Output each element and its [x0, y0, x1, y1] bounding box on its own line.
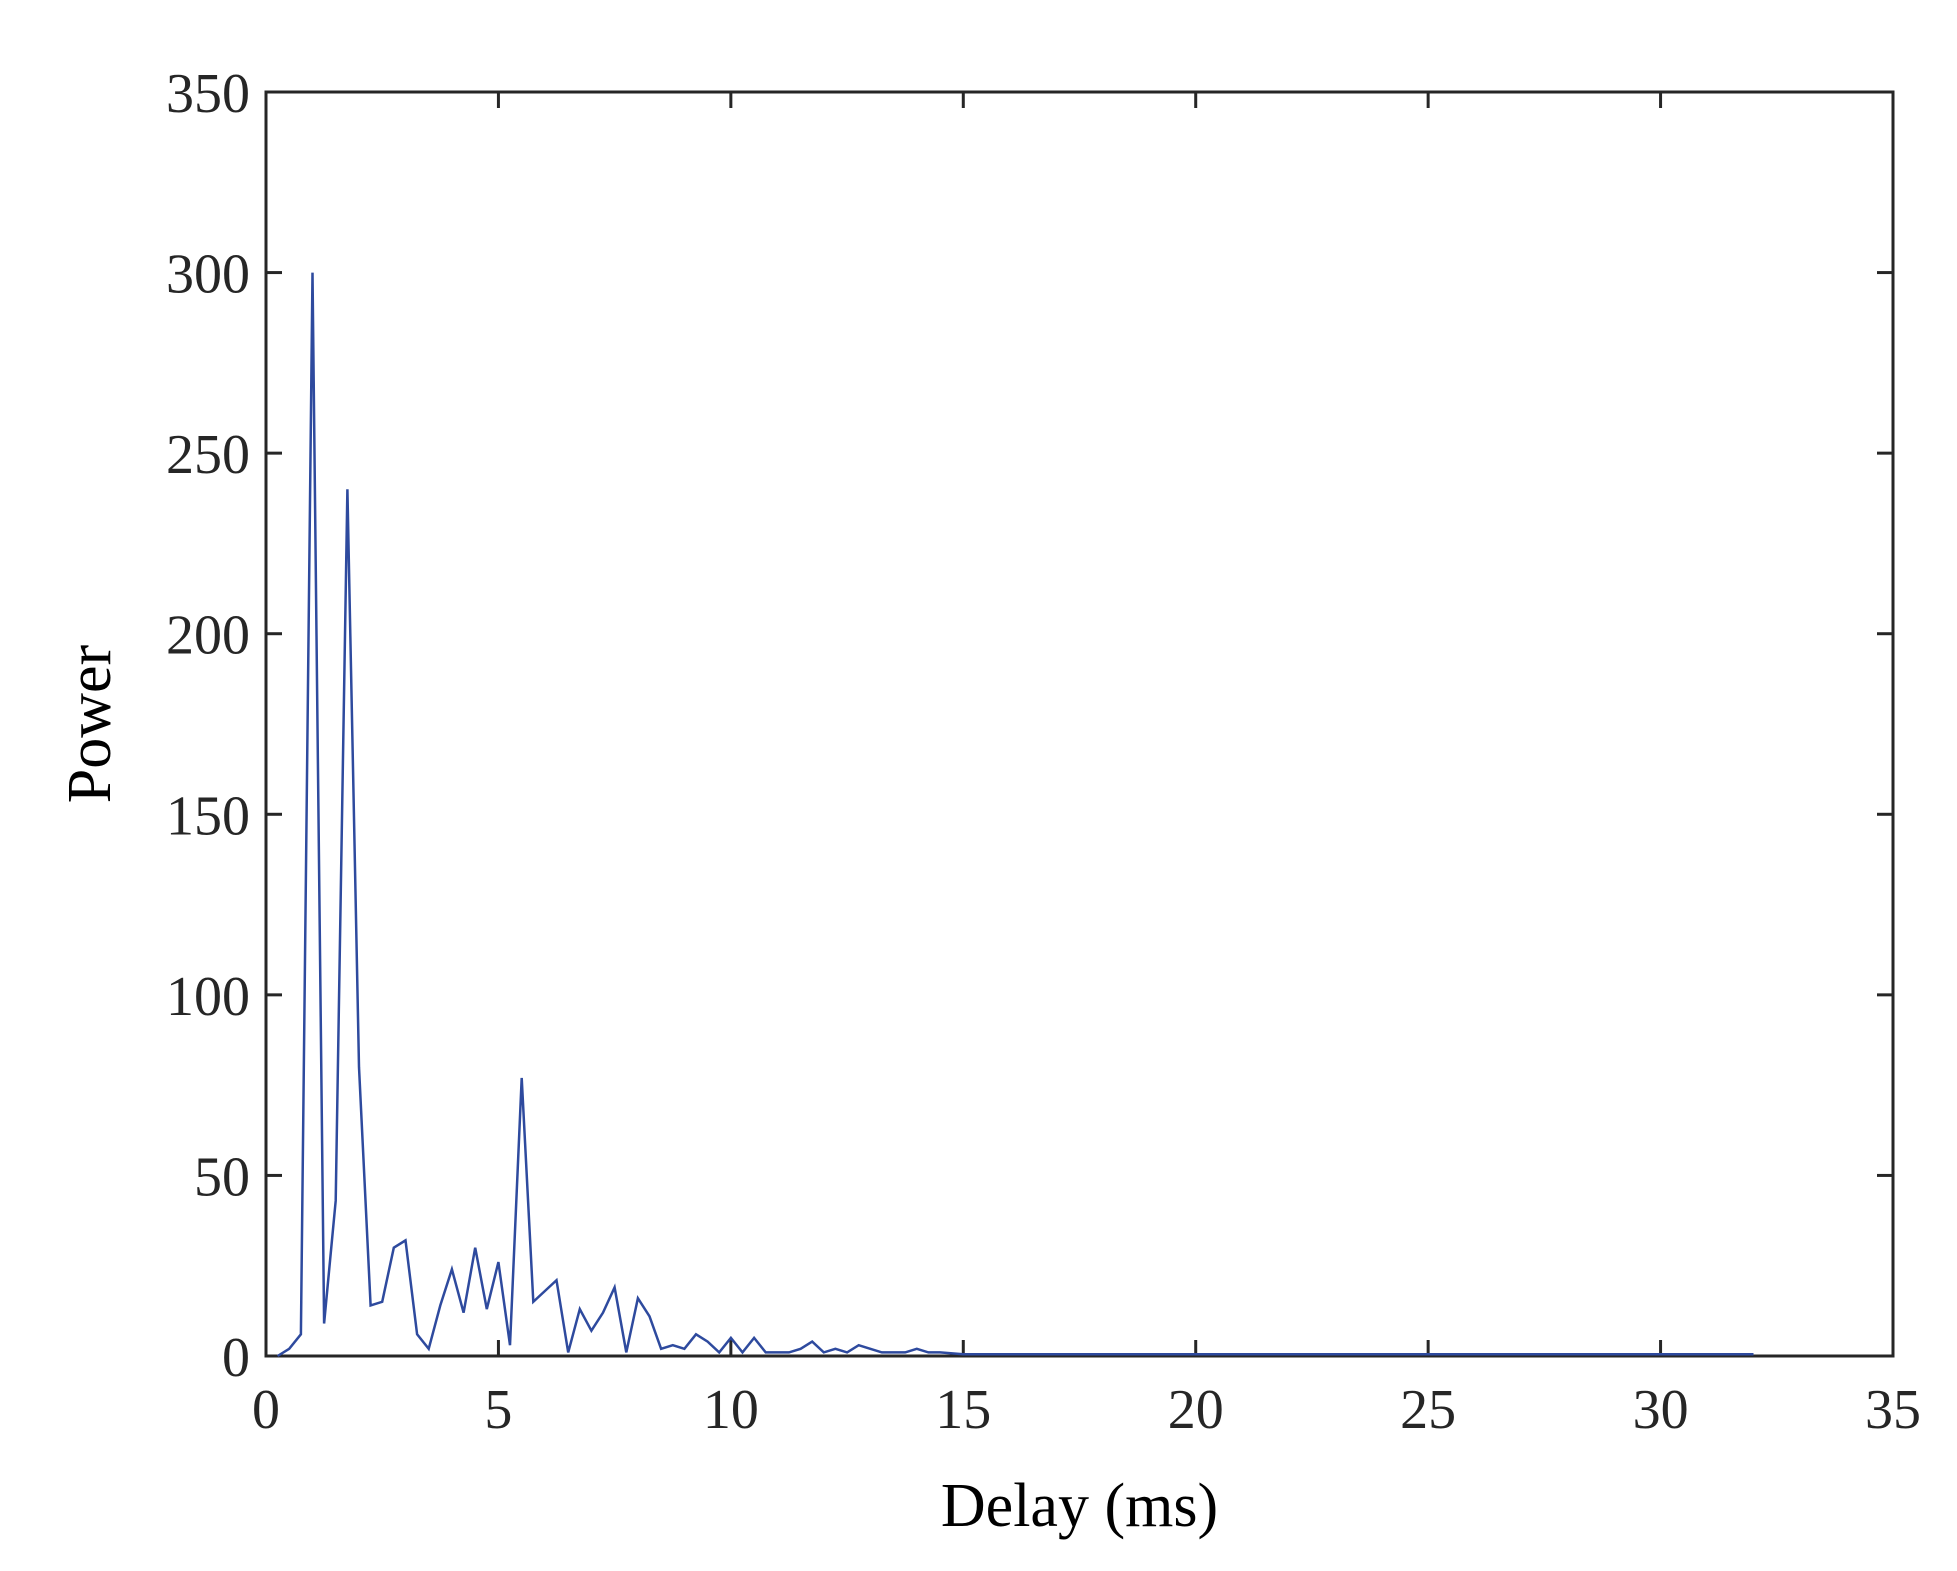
y-tick-label: 350: [166, 63, 250, 125]
x-tick-label: 30: [1633, 1379, 1689, 1441]
x-tick-label: 25: [1400, 1379, 1456, 1441]
y-tick-label: 200: [166, 605, 250, 667]
y-tick-label: 300: [166, 244, 250, 306]
y-axis-label: Power: [56, 644, 124, 803]
x-tick-label: 0: [252, 1379, 280, 1441]
y-tick-label: 50: [194, 1146, 250, 1208]
x-tick-label: 20: [1168, 1379, 1224, 1441]
x-tick-label: 15: [935, 1379, 991, 1441]
x-tick-label: 10: [703, 1379, 759, 1441]
x-axis-label: Delay (ms): [941, 1472, 1218, 1540]
y-tick-label: 250: [166, 424, 250, 486]
x-tick-label: 35: [1865, 1379, 1921, 1441]
y-tick-label: 100: [166, 966, 250, 1028]
series-line: [276, 272, 1754, 1358]
y-tick-label: 150: [166, 785, 250, 847]
x-tick-label: 5: [484, 1379, 512, 1441]
y-tick-label: 0: [222, 1327, 250, 1389]
plot-area: [264, 90, 1895, 1358]
